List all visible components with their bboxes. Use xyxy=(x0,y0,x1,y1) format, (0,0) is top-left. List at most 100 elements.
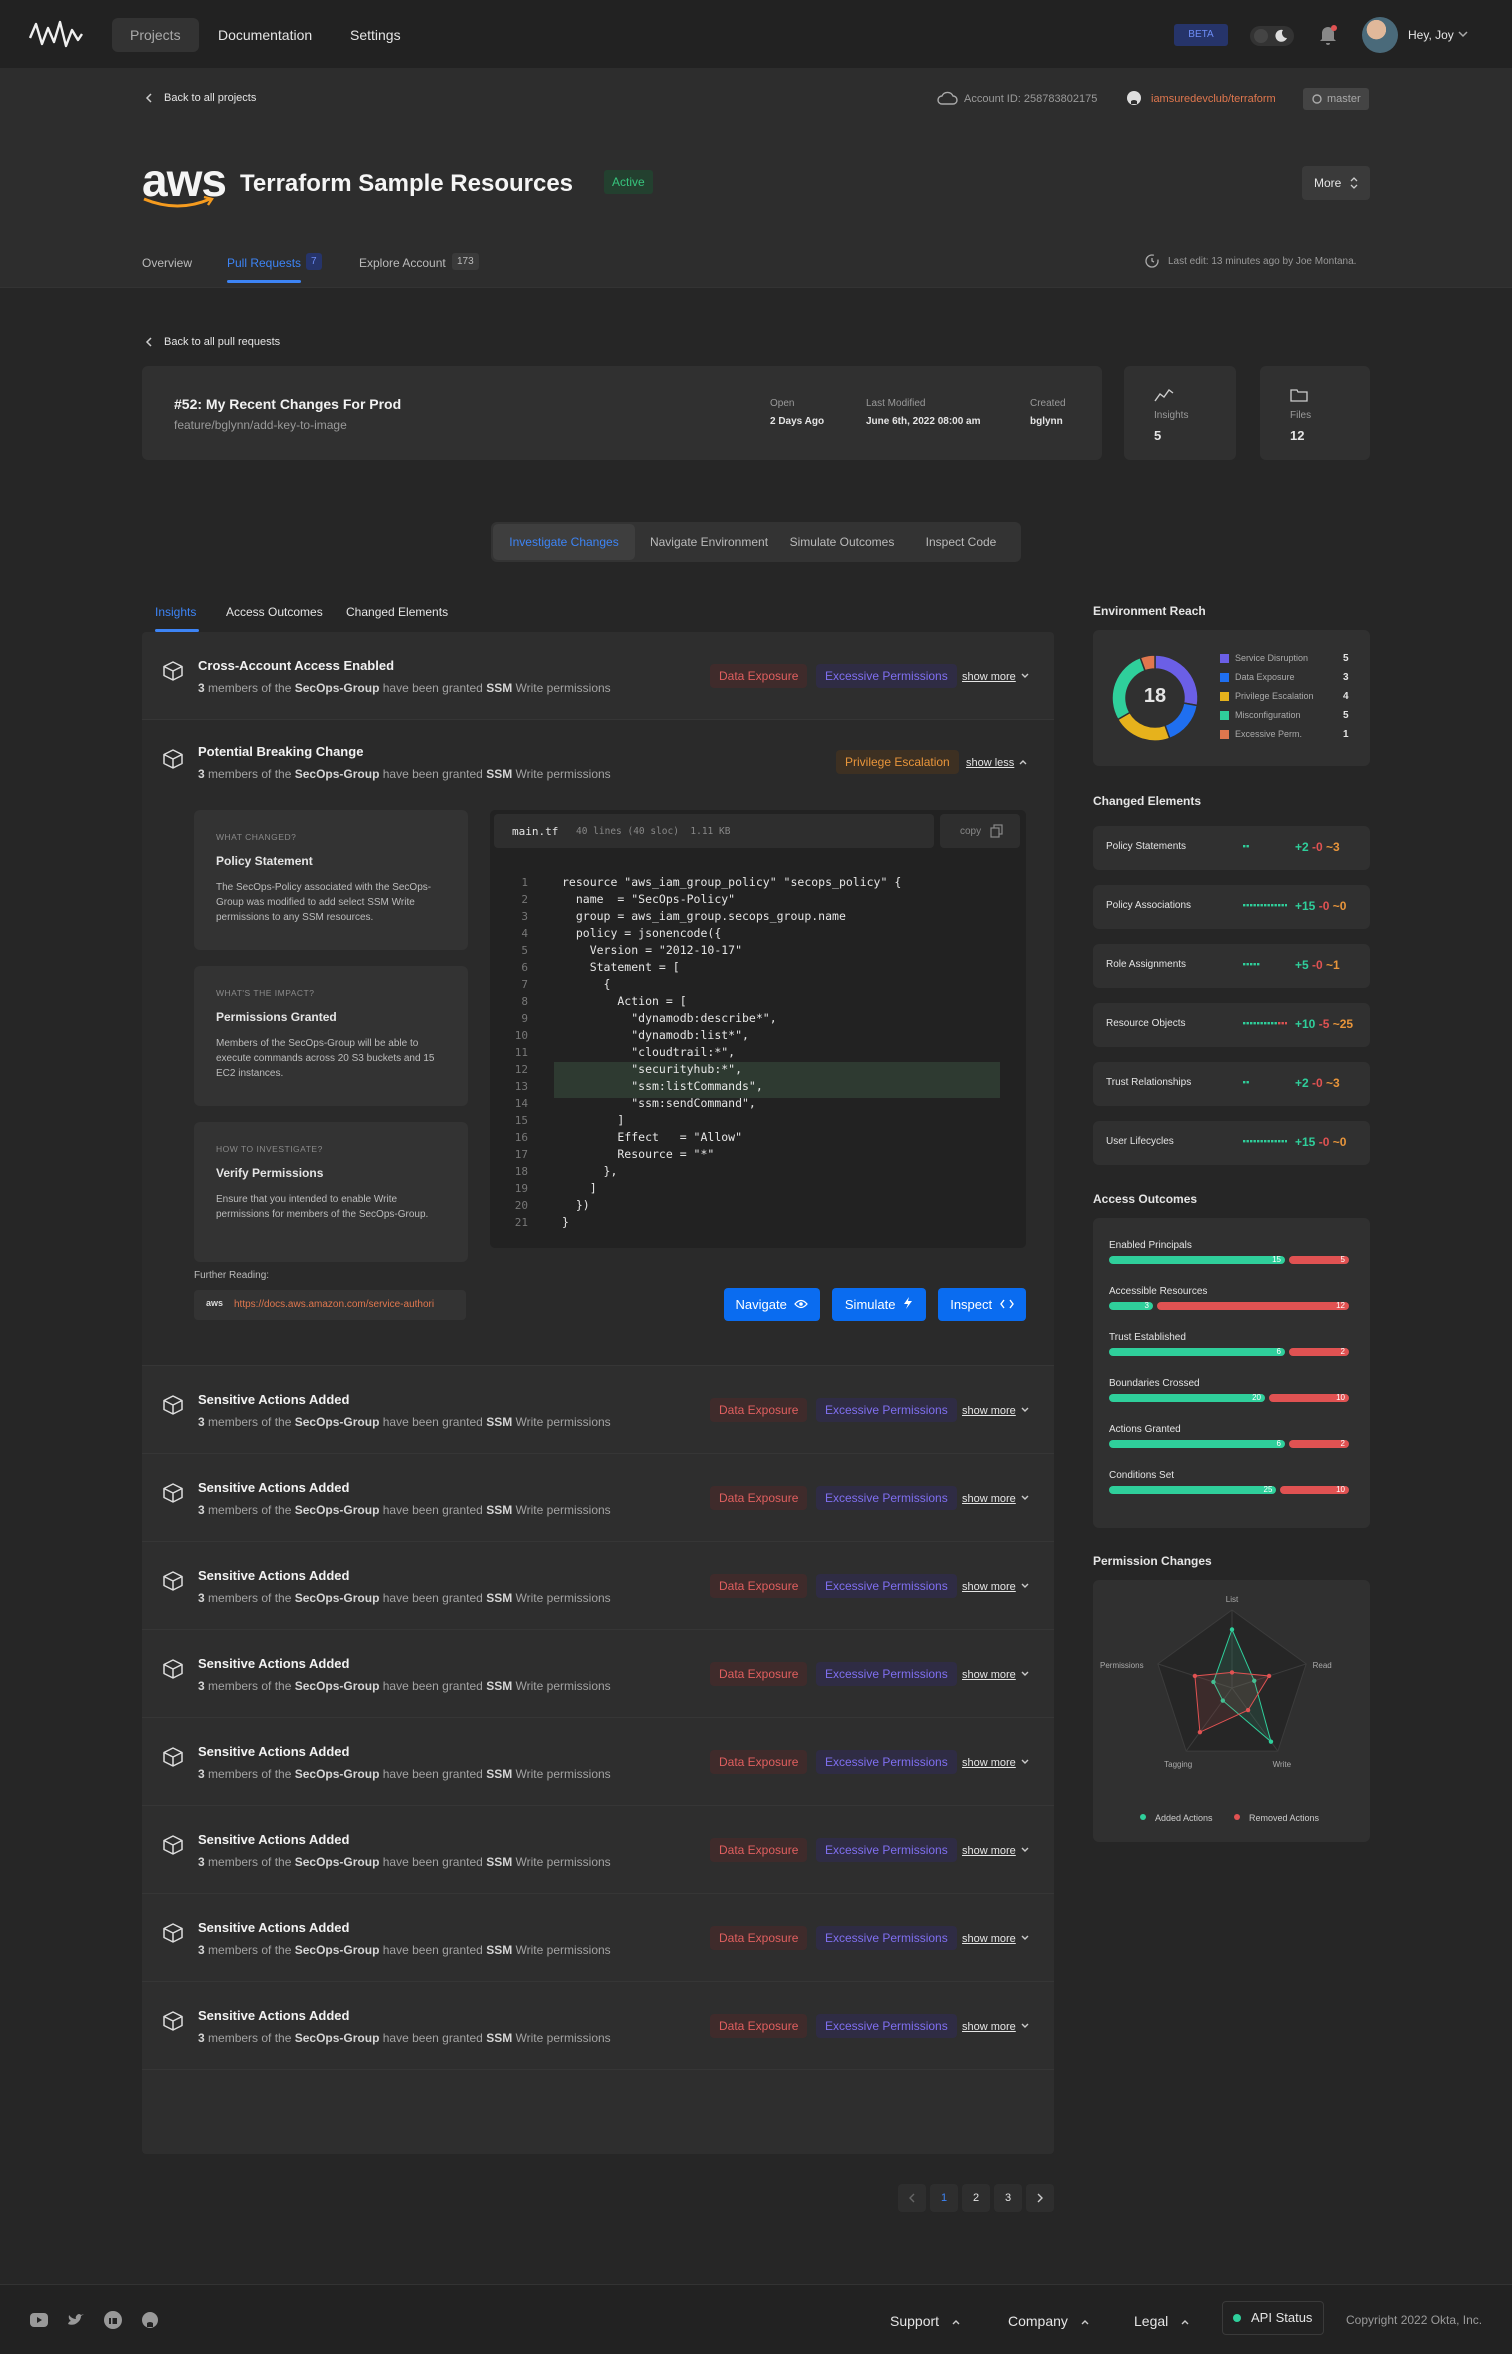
code-line: "ssm:sendCommand", xyxy=(562,1096,756,1110)
line-number: 3 xyxy=(521,910,528,923)
chevron-left-icon[interactable] xyxy=(144,93,154,103)
insight-subtitle: 3 members of the SecOps-Group have been … xyxy=(198,1591,611,1605)
avatar[interactable] xyxy=(1362,17,1398,53)
access-outcome-row: Boundaries Crossed 20 10 xyxy=(1109,1378,1349,1408)
footer-company-menu[interactable]: Company xyxy=(1008,2313,1090,2329)
changed-element-row[interactable]: Role Assignments +5 -0 ~1 xyxy=(1093,944,1370,988)
show-more-toggle[interactable]: show more xyxy=(962,1577,1030,1595)
prev-page-button[interactable] xyxy=(898,2184,926,2212)
changed-element-row[interactable]: Trust Relationships +2 -0 ~3 xyxy=(1093,1062,1370,1106)
nav-settings[interactable]: Settings xyxy=(350,27,401,43)
simulate-button[interactable]: Simulate xyxy=(832,1288,926,1321)
twitter-icon[interactable] xyxy=(67,2313,85,2327)
bell-icon[interactable] xyxy=(1318,24,1338,46)
show-more-toggle[interactable]: show more xyxy=(962,1489,1030,1507)
subtab-insights[interactable]: Insights xyxy=(155,605,197,619)
files-stat-card[interactable]: Files 12 xyxy=(1260,366,1370,460)
insight-row[interactable]: Sensitive Actions Added 3 members of the … xyxy=(142,1542,1054,1630)
show-more-label: show more xyxy=(962,1405,1016,1417)
subtab-access-outcomes[interactable]: Access Outcomes xyxy=(226,605,323,619)
code-file-name: main.tf xyxy=(512,825,559,838)
tab-explore-account[interactable]: Explore Account xyxy=(359,256,446,270)
show-more-toggle[interactable]: show more xyxy=(962,1841,1030,1859)
subtab-changed-elements[interactable]: Changed Elements xyxy=(346,605,449,619)
modified-count: ~3 xyxy=(1326,1076,1340,1090)
radar-axis-label: Tagging xyxy=(1164,1760,1192,1769)
show-more-toggle[interactable]: show more xyxy=(962,2017,1030,2035)
insight-row[interactable]: Sensitive Actions Added 3 members of the … xyxy=(142,1806,1054,1894)
back-to-pull-requests-link[interactable]: Back to all pull requests xyxy=(164,336,281,348)
pagination: 1 2 3 xyxy=(898,2184,1054,2212)
line-number: 8 xyxy=(521,995,528,1008)
changed-element-row[interactable]: User Lifecycles +15 -0 ~0 xyxy=(1093,1121,1370,1165)
insight-row[interactable]: Sensitive Actions Added 3 members of the … xyxy=(142,1894,1054,1982)
chevron-left-icon[interactable] xyxy=(144,337,154,347)
code-line: "securityhub:*", xyxy=(562,1062,743,1076)
change-dots-icon xyxy=(1243,1140,1287,1143)
reference-url: https://docs.aws.amazon.com/service-auth… xyxy=(234,1299,435,1310)
changed-element-name: Policy Statements xyxy=(1106,841,1187,852)
page-2[interactable]: 2 xyxy=(962,2184,990,2212)
footer-support-menu[interactable]: Support xyxy=(890,2313,961,2329)
changed-element-row[interactable]: Policy Associations +15 -0 ~0 xyxy=(1093,885,1370,929)
show-more-label: show more xyxy=(962,671,1016,683)
show-more-toggle[interactable]: show more xyxy=(962,667,1030,685)
segment-inspect[interactable]: Inspect Code xyxy=(925,535,997,549)
insight-subtitle: 3 members of the SecOps-Group have been … xyxy=(198,1943,611,1957)
youtube-icon[interactable] xyxy=(30,2313,48,2327)
moon-icon xyxy=(1275,29,1287,42)
removed-count: -0 xyxy=(1312,1076,1323,1090)
chevron-down-icon[interactable] xyxy=(1458,30,1468,38)
show-more-toggle[interactable]: show more xyxy=(962,1401,1030,1419)
navigate-button[interactable]: Navigate xyxy=(724,1288,820,1321)
github-icon[interactable] xyxy=(141,2311,159,2329)
legend-label: Privilege Escalation xyxy=(1235,691,1314,701)
segment-navigate[interactable]: Navigate Environment xyxy=(649,535,769,549)
segment-simulate[interactable]: Simulate Outcomes xyxy=(789,535,895,549)
show-more-toggle[interactable]: show more xyxy=(962,1753,1030,1771)
copy-button[interactable]: copy xyxy=(940,814,1020,848)
cube-icon xyxy=(163,1923,183,1943)
tab-overview[interactable]: Overview xyxy=(142,256,193,270)
insight-row[interactable]: Sensitive Actions Added 3 members of the … xyxy=(142,1718,1054,1806)
insights-stat-card[interactable]: Insights 5 xyxy=(1124,366,1236,460)
changed-element-row[interactable]: Policy Statements +2 -0 ~3 xyxy=(1093,826,1370,870)
removed-value: 5 xyxy=(1340,1255,1345,1264)
show-more-toggle[interactable]: show more xyxy=(962,1929,1030,1947)
linkedin-icon[interactable] xyxy=(104,2311,122,2329)
insight-row[interactable]: Sensitive Actions Added 3 members of the … xyxy=(142,1982,1054,2070)
segment-investigate[interactable]: Investigate Changes xyxy=(493,524,635,560)
footer-legal-menu[interactable]: Legal xyxy=(1134,2313,1190,2329)
copyright: Copyright 2022 Okta, Inc. xyxy=(1346,2313,1483,2327)
api-status-button[interactable]: API Status xyxy=(1222,2301,1324,2335)
permission-changes-card: List Read Write Tagging Permissions Added Ac… xyxy=(1093,1580,1370,1842)
show-more-toggle[interactable]: show more xyxy=(962,1665,1030,1683)
nav-documentation[interactable]: Documentation xyxy=(218,27,313,43)
theme-toggle[interactable] xyxy=(1250,26,1294,46)
tab-pull-requests[interactable]: Pull Requests xyxy=(227,256,302,270)
next-page-button[interactable] xyxy=(1026,2184,1054,2212)
subtab-indicator xyxy=(155,629,199,632)
line-number: 21 xyxy=(514,1216,528,1229)
history-icon xyxy=(1145,254,1159,268)
repo-link[interactable]: iamsuredevclub/terraform xyxy=(1151,93,1276,105)
impact-card: WHAT'S THE IMPACT? Permissions Granted M… xyxy=(194,966,468,1106)
insight-row[interactable]: Cross-Account Access Enabled 3 members of… xyxy=(142,632,1054,720)
insight-row[interactable]: Sensitive Actions Added 3 members of the … xyxy=(142,1366,1054,1454)
more-button[interactable]: More xyxy=(1302,166,1370,200)
page-3[interactable]: 3 xyxy=(994,2184,1022,2212)
show-less-toggle[interactable]: show less xyxy=(966,753,1028,771)
changed-element-row[interactable]: Resource Objects +10 -5 ~25 xyxy=(1093,1003,1370,1047)
nav-projects[interactable]: Projects xyxy=(112,18,199,52)
inspect-button[interactable]: Inspect xyxy=(938,1288,1026,1321)
branch-badge[interactable]: master xyxy=(1303,88,1369,110)
insight-row[interactable]: Sensitive Actions Added 3 members of the … xyxy=(142,1630,1054,1718)
insight-row[interactable]: Sensitive Actions Added 3 members of the … xyxy=(142,1454,1054,1542)
back-to-projects-link[interactable]: Back to all projects xyxy=(164,92,257,104)
logo-icon[interactable] xyxy=(28,18,84,50)
reference-link[interactable]: aws https://docs.aws.amazon.com/service-… xyxy=(194,1290,466,1320)
code-line: } xyxy=(562,1215,569,1229)
page-1[interactable]: 1 xyxy=(930,2184,958,2212)
line-number: 7 xyxy=(521,978,528,991)
user-greeting[interactable]: Hey, Joy xyxy=(1408,28,1454,42)
